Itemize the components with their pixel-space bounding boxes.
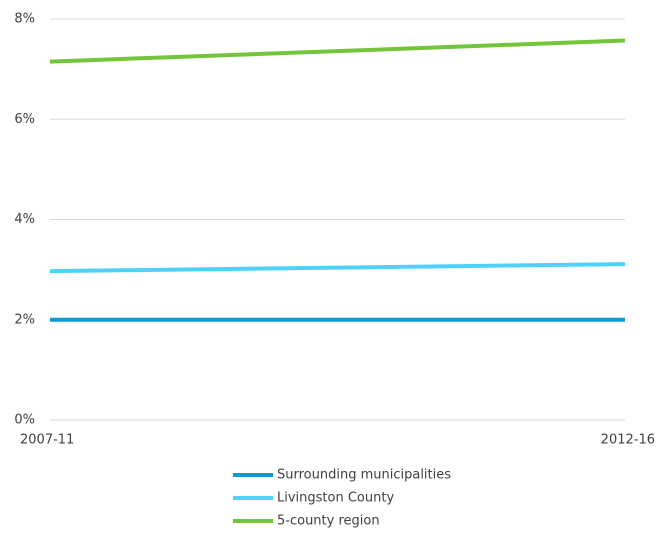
legend-label: Surrounding municipalities bbox=[277, 468, 451, 483]
y-tick-label: 2% bbox=[14, 312, 35, 327]
legend-label: 5-county region bbox=[277, 514, 380, 529]
legend-label: Livingston County bbox=[277, 491, 394, 506]
y-tick-label: 8% bbox=[14, 12, 35, 27]
series-line bbox=[49, 262, 626, 274]
y-tick-label: 6% bbox=[14, 112, 35, 127]
x-tick-label: 2012-16 bbox=[601, 433, 655, 448]
series-line bbox=[49, 38, 626, 64]
y-tick-label: 0% bbox=[14, 413, 35, 428]
x-tick-label: 2007-11 bbox=[20, 433, 74, 448]
y-tick-label: 4% bbox=[14, 212, 35, 227]
